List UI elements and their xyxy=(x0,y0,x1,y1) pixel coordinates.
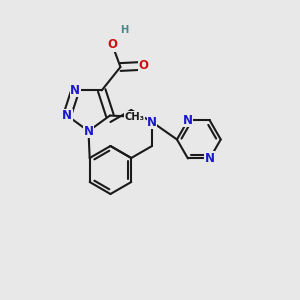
Text: CH₃: CH₃ xyxy=(124,112,145,122)
Text: O: O xyxy=(139,59,149,72)
Text: N: N xyxy=(70,84,80,97)
Text: O: O xyxy=(107,38,117,51)
Text: N: N xyxy=(147,116,157,128)
Text: H: H xyxy=(120,25,128,34)
Text: N: N xyxy=(83,124,94,138)
Text: N: N xyxy=(62,109,72,122)
Text: N: N xyxy=(205,152,215,165)
Text: N: N xyxy=(183,114,193,127)
